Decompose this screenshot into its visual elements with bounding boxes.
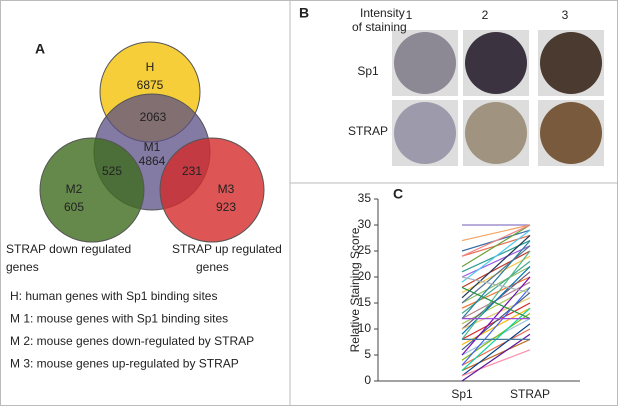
series-line — [461, 328, 531, 366]
x-tick-label: Sp1 — [451, 387, 473, 401]
series-line — [461, 224, 531, 242]
label: STRAP — [348, 124, 388, 138]
series-line — [461, 245, 531, 278]
core — [540, 32, 602, 94]
series-line — [461, 240, 531, 319]
set-m3 — [159, 137, 265, 243]
label: M3 — [218, 182, 235, 196]
series-line — [461, 338, 531, 372]
label: 605 — [64, 200, 84, 214]
legend-entry: H: human genes with Sp1 binding sites — [10, 289, 217, 303]
label: genes — [196, 260, 229, 274]
series-line — [461, 250, 531, 288]
y-tick-label: 20 — [358, 269, 372, 283]
label: 525 — [102, 164, 122, 178]
label: A — [35, 41, 45, 57]
series-line — [461, 224, 531, 257]
label: B — [299, 5, 309, 21]
series-line — [461, 286, 531, 325]
core — [394, 32, 456, 94]
label: STRAP up regulated — [172, 242, 282, 256]
label: C — [393, 186, 403, 202]
y-tick-label: 25 — [358, 243, 372, 257]
label: 3 — [562, 8, 569, 22]
x-tick-label: STRAP — [510, 387, 550, 401]
y-axis-label: Relative Staining Score — [348, 227, 362, 352]
venn — [39, 41, 265, 243]
series-line — [461, 276, 531, 294]
series-line — [461, 250, 531, 340]
label: 231 — [182, 164, 202, 178]
label: genes — [6, 260, 39, 274]
label: M1 — [144, 140, 161, 154]
label: of staining — [352, 20, 407, 34]
label: 2063 — [140, 110, 167, 124]
series-line — [461, 276, 531, 309]
core — [540, 102, 602, 164]
core — [465, 32, 527, 94]
y-tick-label: 30 — [358, 217, 372, 231]
label: M2 — [66, 182, 83, 196]
legend-entry: M 3: mouse genes up-regulated by STRAP — [10, 357, 239, 371]
series-line — [461, 224, 531, 268]
core — [394, 102, 456, 164]
label: 923 — [216, 200, 236, 214]
series-line — [461, 349, 531, 377]
y-tick-label: 0 — [364, 373, 371, 387]
series-line — [461, 286, 531, 320]
y-tick-label: 5 — [364, 347, 371, 361]
label: H — [146, 60, 155, 74]
y-tick-label: 35 — [358, 191, 372, 205]
series-line — [461, 234, 531, 299]
series-line — [461, 245, 531, 304]
y-tick-label: 10 — [358, 321, 372, 335]
series-line — [461, 266, 531, 335]
legend-entry: M 1: mouse genes with Sp1 binding sites — [10, 312, 228, 326]
label: 4864 — [139, 154, 166, 168]
series-line — [461, 229, 531, 283]
label: Sp1 — [357, 64, 379, 78]
series-line — [461, 292, 531, 351]
label: 2 — [482, 8, 489, 22]
y-tick-label: 15 — [358, 295, 372, 309]
series-line — [461, 287, 531, 366]
label: 6875 — [137, 78, 164, 92]
series-line — [461, 333, 531, 382]
tissue-grid — [392, 30, 604, 166]
core — [465, 102, 527, 164]
label: Intensity — [360, 6, 405, 20]
legend-entry: M 2: mouse genes down-regulated by STRAP — [10, 334, 254, 348]
label: STRAP down regulated — [6, 242, 131, 256]
set-m2 — [39, 137, 145, 243]
label: 1 — [406, 8, 413, 22]
series-line — [461, 323, 531, 377]
